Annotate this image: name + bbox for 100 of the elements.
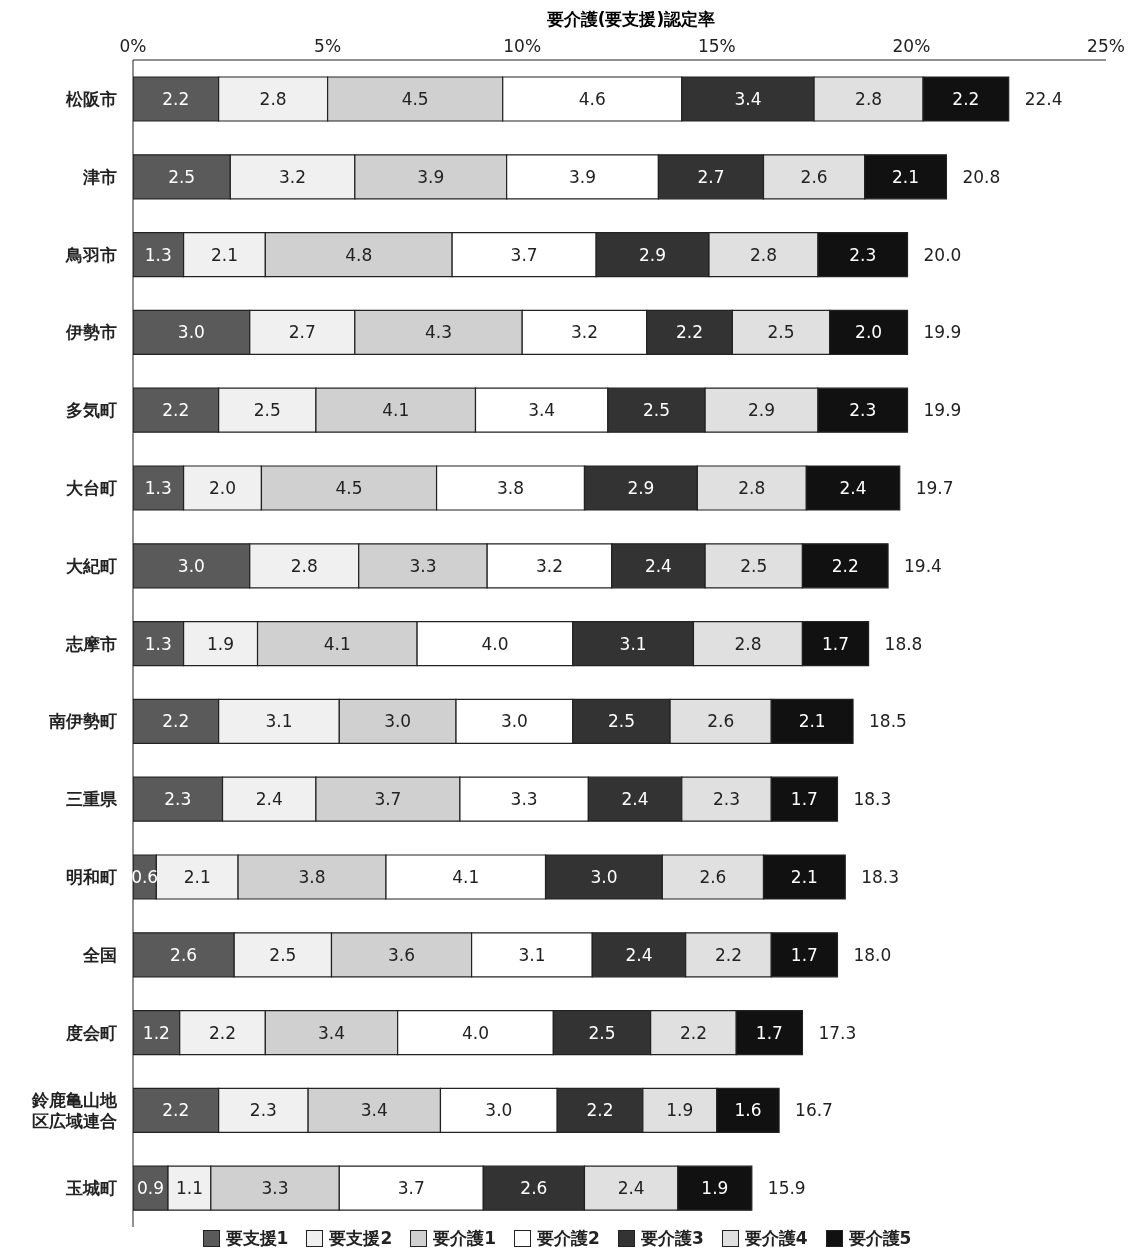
data-label: 2.7 bbox=[697, 166, 725, 187]
data-label: 2.8 bbox=[738, 478, 766, 498]
data-label: 2.6 bbox=[800, 166, 828, 187]
y-tick-label: 津市 bbox=[82, 166, 117, 187]
data-label: 3.7 bbox=[374, 789, 402, 810]
data-label: 4.1 bbox=[323, 633, 351, 654]
total-label: 18.3 bbox=[861, 867, 900, 887]
data-label: 3.2 bbox=[570, 322, 598, 343]
data-label: 1.9 bbox=[666, 1100, 694, 1121]
data-label: 4.5 bbox=[335, 478, 363, 498]
data-label: 2.3 bbox=[164, 789, 192, 810]
data-label: 4.1 bbox=[382, 400, 410, 421]
data-label: 2.5 bbox=[607, 711, 635, 732]
legend-label: 要介護5 bbox=[847, 1227, 912, 1250]
data-label: 2.3 bbox=[713, 789, 741, 810]
data-label: 2.5 bbox=[767, 322, 795, 343]
data-label: 2.4 bbox=[617, 1178, 645, 1199]
data-label: 1.9 bbox=[701, 1178, 729, 1199]
data-label: 3.4 bbox=[734, 89, 762, 109]
total-label: 18.0 bbox=[853, 944, 892, 965]
data-label: 2.4 bbox=[255, 789, 283, 810]
data-label: 2.5 bbox=[740, 555, 768, 576]
y-tick-label: 志摩市 bbox=[65, 633, 117, 654]
data-label: 2.5 bbox=[269, 944, 297, 965]
legend-label: 要支援2 bbox=[328, 1227, 393, 1250]
data-label: 2.6 bbox=[699, 867, 727, 887]
data-label: 3.8 bbox=[497, 478, 525, 498]
y-tick-label: 南伊勢町 bbox=[48, 711, 117, 732]
data-label: 2.4 bbox=[644, 555, 672, 576]
legend-label: 要介護1 bbox=[432, 1227, 497, 1250]
data-label: 0.6 bbox=[131, 867, 159, 887]
data-label: 4.0 bbox=[461, 1022, 490, 1043]
data-label: 1.3 bbox=[144, 478, 172, 498]
data-label: 2.8 bbox=[259, 89, 287, 109]
data-label: 2.2 bbox=[679, 1022, 707, 1043]
data-label: 3.4 bbox=[528, 400, 556, 421]
total-label: 19.4 bbox=[904, 555, 942, 576]
data-label: 2.5 bbox=[642, 400, 670, 421]
data-label: 2.2 bbox=[586, 1100, 614, 1121]
total-label: 16.7 bbox=[795, 1100, 833, 1121]
data-label: 2.9 bbox=[627, 478, 655, 498]
data-label: 1.3 bbox=[144, 244, 172, 265]
data-label: 1.1 bbox=[175, 1178, 203, 1199]
total-label: 15.9 bbox=[767, 1178, 806, 1199]
y-tick-label: 大台町 bbox=[66, 477, 117, 498]
y-tick-label: 鈴鹿亀山地区広域連合 bbox=[31, 1090, 118, 1132]
data-label: 1.9 bbox=[207, 633, 235, 654]
data-label: 3.3 bbox=[510, 789, 538, 810]
data-label: 2.3 bbox=[849, 400, 877, 421]
data-label: 2.2 bbox=[676, 322, 704, 343]
data-label: 2.2 bbox=[162, 89, 190, 109]
data-label: 2.9 bbox=[748, 400, 776, 421]
data-label: 2.6 bbox=[170, 944, 198, 965]
data-label: 3.3 bbox=[409, 555, 437, 576]
x-tick-label: 25% bbox=[1087, 36, 1125, 56]
total-label: 19.7 bbox=[915, 478, 954, 498]
data-label: 2.6 bbox=[520, 1178, 548, 1199]
data-label: 4.1 bbox=[452, 867, 480, 887]
x-tick-label: 15% bbox=[697, 36, 736, 56]
data-label: 4.5 bbox=[401, 89, 429, 109]
y-tick-label: 明和町 bbox=[66, 866, 117, 887]
data-label: 2.4 bbox=[839, 478, 867, 498]
data-label: 4.0 bbox=[481, 633, 509, 654]
data-label: 3.4 bbox=[317, 1022, 346, 1043]
data-label: 1.2 bbox=[142, 1022, 170, 1043]
legend-label: 要介護4 bbox=[743, 1227, 808, 1250]
data-label: 1.3 bbox=[144, 633, 172, 654]
y-tick-label: 三重県 bbox=[66, 789, 118, 810]
y-tick-label: 多気町 bbox=[66, 400, 117, 421]
data-label: 1.7 bbox=[821, 633, 850, 654]
y-tick-label: 玉城町 bbox=[65, 1178, 117, 1199]
data-label: 1.7 bbox=[790, 944, 818, 965]
data-label: 3.7 bbox=[397, 1178, 425, 1199]
data-label: 4.3 bbox=[425, 322, 453, 343]
data-label: 2.2 bbox=[952, 89, 980, 109]
data-label: 3.0 bbox=[590, 867, 618, 887]
data-label: 2.8 bbox=[734, 633, 762, 654]
data-label: 2.2 bbox=[714, 944, 742, 965]
total-label: 17.3 bbox=[818, 1022, 857, 1043]
data-label: 2.9 bbox=[639, 244, 667, 265]
y-tick-label: 鳥羽市 bbox=[65, 244, 117, 265]
x-axis-title: 要介護(要支援)認定率 bbox=[545, 8, 717, 30]
y-tick-label: 松阪市 bbox=[65, 88, 117, 109]
data-label: 2.2 bbox=[162, 711, 190, 732]
legend-label: 要介護2 bbox=[536, 1227, 600, 1250]
data-label: 3.6 bbox=[388, 944, 416, 965]
y-tick-label: 大紀町 bbox=[66, 555, 117, 576]
data-label: 2.8 bbox=[855, 89, 883, 109]
data-label: 4.6 bbox=[578, 89, 606, 109]
data-label: 2.1 bbox=[790, 867, 818, 887]
data-label: 3.4 bbox=[360, 1100, 388, 1121]
total-label: 22.4 bbox=[1024, 89, 1063, 109]
data-label: 1.7 bbox=[755, 1022, 783, 1043]
data-label: 3.8 bbox=[298, 867, 326, 887]
data-label: 2.1 bbox=[798, 711, 826, 732]
data-label: 2.3 bbox=[849, 244, 877, 265]
data-label: 2.2 bbox=[208, 1022, 237, 1043]
data-label: 3.2 bbox=[279, 166, 307, 187]
data-label: 3.0 bbox=[177, 322, 205, 343]
data-label: 3.7 bbox=[510, 244, 538, 265]
